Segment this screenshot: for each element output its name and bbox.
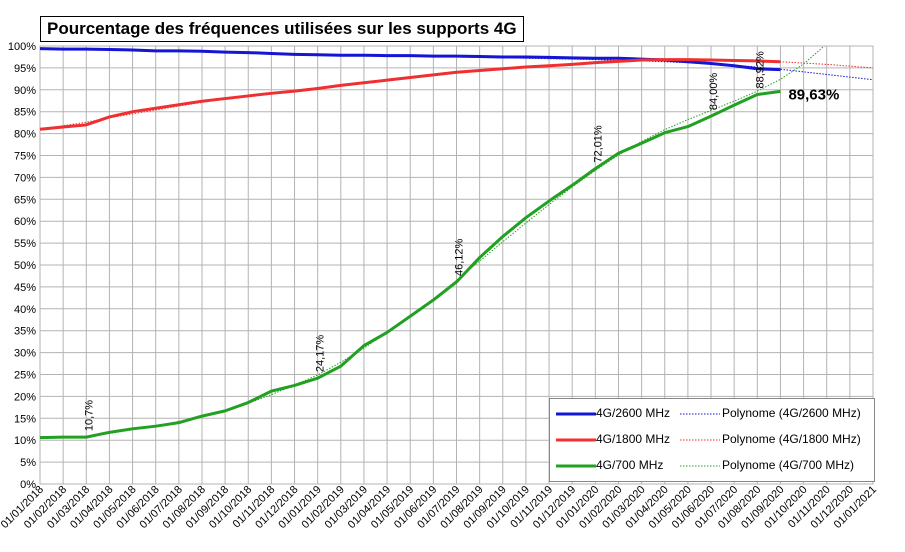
y-tick-label: 0% bbox=[20, 479, 36, 491]
data-label: 24,17% bbox=[315, 335, 327, 373]
data-label: 84,00% bbox=[708, 73, 720, 111]
legend-swatch-4g-2600 bbox=[556, 412, 596, 416]
data-label: 46,12% bbox=[454, 238, 466, 276]
y-tick-label: 30% bbox=[14, 348, 36, 360]
legend-item-4g-700: 4G/700 MHz bbox=[550, 455, 874, 475]
legend-label-trend-2600: Polynome (4G/2600 MHz) bbox=[722, 406, 861, 420]
legend-item-4g-2600: 4G/2600 MHz bbox=[550, 403, 874, 423]
y-tick-label: 100% bbox=[8, 41, 36, 53]
legend-item-trend-700: Polynome (4G/700 MHz) bbox=[550, 455, 874, 475]
data-label-emphasis: 89,63% bbox=[788, 86, 839, 103]
legend-swatch-trend-2600 bbox=[680, 413, 720, 415]
y-axis: 0% 5% 10% 15% 20% 25% 30% 35% 40% 45% 50% 55% 60% 65%… bbox=[8, 41, 36, 491]
data-labels: 10,7% 24,17% 46,12% 72,01% 84,00% 88,92% 89,63… bbox=[83, 51, 839, 431]
y-tick-label: 50% bbox=[14, 260, 36, 272]
legend-label-trend-700: Polynome (4G/700 MHz) bbox=[722, 458, 855, 472]
chart-title: Pourcentage des fréquences utilisées sur… bbox=[40, 16, 524, 42]
y-tick-label: 15% bbox=[14, 413, 36, 425]
y-tick-label: 25% bbox=[14, 370, 36, 382]
legend-swatch-4g-700 bbox=[556, 464, 596, 468]
series-line-2 bbox=[39, 89, 781, 440]
y-tick-label: 70% bbox=[14, 172, 36, 184]
legend: 4G/2600 MHz Polynome (4G/2600 MHz) 4G/18… bbox=[549, 398, 875, 482]
data-label: 72,01% bbox=[592, 125, 604, 163]
data-label: 10,7% bbox=[83, 400, 95, 431]
legend-item-trend-2600: Polynome (4G/2600 MHz) bbox=[550, 403, 874, 423]
y-tick-label: 55% bbox=[14, 238, 36, 250]
y-tick-label: 95% bbox=[14, 63, 36, 75]
series-lines bbox=[39, 47, 781, 440]
y-tick-label: 45% bbox=[14, 282, 36, 294]
y-tick-label: 60% bbox=[14, 216, 36, 228]
y-tick-label: 35% bbox=[14, 326, 36, 338]
legend-label-4g-2600: 4G/2600 MHz bbox=[596, 406, 671, 420]
legend-swatch-trend-1800 bbox=[680, 439, 720, 441]
series-line-1 bbox=[39, 58, 781, 131]
data-label: 88,92% bbox=[754, 51, 766, 89]
legend-label-4g-1800: 4G/1800 MHz bbox=[596, 432, 671, 446]
y-tick-label: 40% bbox=[14, 304, 36, 316]
legend-label-4g-700: 4G/700 MHz bbox=[596, 458, 664, 472]
y-tick-label: 90% bbox=[14, 85, 36, 97]
y-tick-label: 10% bbox=[14, 435, 36, 447]
legend-item-4g-1800: 4G/1800 MHz bbox=[550, 429, 874, 449]
y-tick-label: 20% bbox=[14, 391, 36, 403]
y-tick-label: 65% bbox=[14, 194, 36, 206]
x-axis: 01/01/201801/02/201801/03/201801/04/2018… bbox=[0, 484, 879, 531]
legend-item-trend-1800: Polynome (4G/1800 MHz) bbox=[550, 429, 874, 449]
y-tick-label: 80% bbox=[14, 129, 36, 141]
legend-label-trend-1800: Polynome (4G/1800 MHz) bbox=[722, 432, 861, 446]
legend-swatch-4g-1800 bbox=[556, 438, 596, 442]
y-tick-label: 5% bbox=[20, 457, 36, 469]
y-tick-label: 85% bbox=[14, 107, 36, 119]
legend-swatch-trend-700 bbox=[680, 465, 720, 467]
y-tick-label: 75% bbox=[14, 151, 36, 163]
